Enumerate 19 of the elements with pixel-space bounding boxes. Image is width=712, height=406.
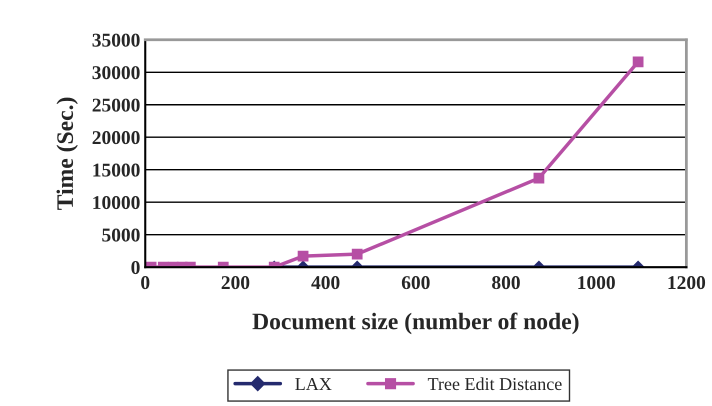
y-tick-label: 35000 xyxy=(92,34,140,47)
x-axis-title: Document size (number of node) xyxy=(252,312,579,334)
x-tick-label: 200 xyxy=(222,276,250,290)
x-tick-label: 0 xyxy=(141,276,150,290)
y-tick-label: 0 xyxy=(131,260,140,274)
y-tick-label: 20000 xyxy=(92,131,140,144)
y-tick-label: 25000 xyxy=(92,98,140,112)
x-tick-label: 600 xyxy=(402,276,430,290)
legend-label: Tree Edit Distance xyxy=(428,377,562,390)
y-tick-label: 10000 xyxy=(93,196,140,210)
legend-label: LAX xyxy=(295,378,332,390)
x-tick-label: 1200 xyxy=(668,276,706,290)
x-tick-label: 400 xyxy=(311,276,340,290)
y-tick-label: 5000 xyxy=(102,228,140,242)
y-axis-title: Time (Sec.) xyxy=(56,98,78,210)
x-tick-label: 1000 xyxy=(578,276,615,290)
y-tick-label: 15000 xyxy=(93,164,140,177)
y-tick-label: 30000 xyxy=(92,66,140,80)
x-tick-label: 800 xyxy=(492,276,520,290)
